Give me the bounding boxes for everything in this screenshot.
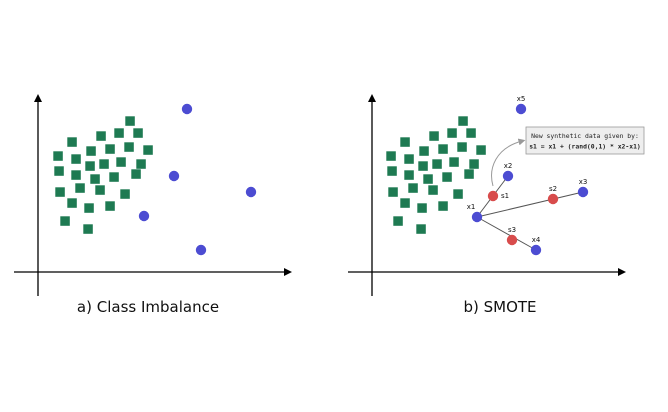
- majority-square: [86, 146, 96, 156]
- majority-square: [432, 159, 442, 169]
- majority-square: [400, 137, 410, 147]
- majority-square: [416, 224, 426, 234]
- majority-square: [464, 169, 474, 179]
- majority-square: [84, 203, 94, 213]
- majority-square: [60, 216, 70, 226]
- majority-square: [400, 198, 410, 208]
- panel-class-imbalance: a) Class Imbalance: [14, 94, 292, 316]
- majority-square: [387, 166, 397, 176]
- point-x1: [471, 211, 483, 223]
- majority-square: [105, 201, 115, 211]
- majority-square: [457, 142, 467, 152]
- majority-square: [53, 151, 63, 161]
- point-x4: [530, 244, 542, 256]
- majority-square: [71, 154, 81, 164]
- majority-square: [133, 128, 143, 138]
- panel-a-minority-class: [138, 103, 257, 256]
- panel-smote: New synthetic data given by: s1 = x1 + (…: [348, 94, 645, 316]
- majority-square: [54, 166, 64, 176]
- majority-square: [143, 145, 153, 155]
- majority-square: [418, 161, 428, 171]
- majority-square: [105, 144, 115, 154]
- majority-square: [67, 198, 77, 208]
- majority-square: [417, 203, 427, 213]
- callout-box: [525, 126, 645, 155]
- majority-square: [96, 131, 106, 141]
- majority-square: [438, 144, 448, 154]
- majority-square: [404, 154, 414, 164]
- line-x1-x3: [476, 191, 584, 218]
- majority-square: [114, 128, 124, 138]
- majority-square: [95, 185, 105, 195]
- majority-square: [447, 128, 457, 138]
- majority-square: [85, 161, 95, 171]
- minority-circle: [138, 210, 150, 222]
- majority-square: [449, 157, 459, 167]
- majority-square: [428, 185, 438, 195]
- panel-b-caption: b) SMOTE: [463, 298, 536, 316]
- formula-callout: New synthetic data given by: s1 = x1 + (…: [525, 126, 645, 155]
- majority-square: [71, 170, 81, 180]
- majority-square: [116, 157, 126, 167]
- minority-circle: [181, 103, 193, 115]
- majority-square: [67, 137, 77, 147]
- panel-b-majority-class: [386, 116, 486, 234]
- panel-a-majority-class: [53, 116, 153, 234]
- majority-square: [429, 131, 439, 141]
- panel-a-caption: a) Class Imbalance: [77, 298, 219, 316]
- majority-square: [109, 172, 119, 182]
- majority-square: [125, 116, 135, 126]
- point-s2: [547, 193, 559, 205]
- majority-square: [75, 183, 85, 193]
- label-x3: x3: [579, 178, 588, 186]
- majority-square: [469, 159, 479, 169]
- label-x2: x2: [504, 162, 513, 170]
- majority-square: [136, 159, 146, 169]
- majority-square: [476, 145, 486, 155]
- majority-square: [83, 224, 93, 234]
- majority-square: [404, 170, 414, 180]
- majority-square: [453, 189, 463, 199]
- point-x3: [577, 186, 589, 198]
- label-x5: x5: [517, 95, 526, 103]
- point-x2: [502, 170, 514, 182]
- point-s1: [487, 190, 499, 202]
- minority-circle: [195, 244, 207, 256]
- label-s1: s1: [501, 192, 509, 200]
- callout-connector: [491, 138, 526, 187]
- majority-square: [90, 174, 100, 184]
- line-x1-x4: [476, 216, 537, 251]
- majority-square: [423, 174, 433, 184]
- point-s3: [506, 234, 518, 246]
- majority-square: [99, 159, 109, 169]
- minority-circle: [245, 186, 257, 198]
- majority-square: [393, 216, 403, 226]
- majority-square: [386, 151, 396, 161]
- majority-square: [120, 189, 130, 199]
- majority-square: [442, 172, 452, 182]
- majority-square: [458, 116, 468, 126]
- majority-square: [124, 142, 134, 152]
- majority-square: [438, 201, 448, 211]
- majority-square: [419, 146, 429, 156]
- callout-line-1: New synthetic data given by:: [531, 132, 639, 140]
- majority-square: [388, 187, 398, 197]
- majority-square: [408, 183, 418, 193]
- majority-square: [466, 128, 476, 138]
- majority-square: [131, 169, 141, 179]
- label-x1: x1: [467, 203, 476, 211]
- minority-circle: [168, 170, 180, 182]
- majority-square: [55, 187, 65, 197]
- label-s2: s2: [549, 185, 557, 193]
- label-x4: x4: [532, 236, 541, 244]
- point-x5: [515, 103, 527, 115]
- callout-line-2: s1 = x1 + (rand(0,1) * x2-x1): [529, 143, 641, 151]
- label-s3: s3: [508, 226, 516, 234]
